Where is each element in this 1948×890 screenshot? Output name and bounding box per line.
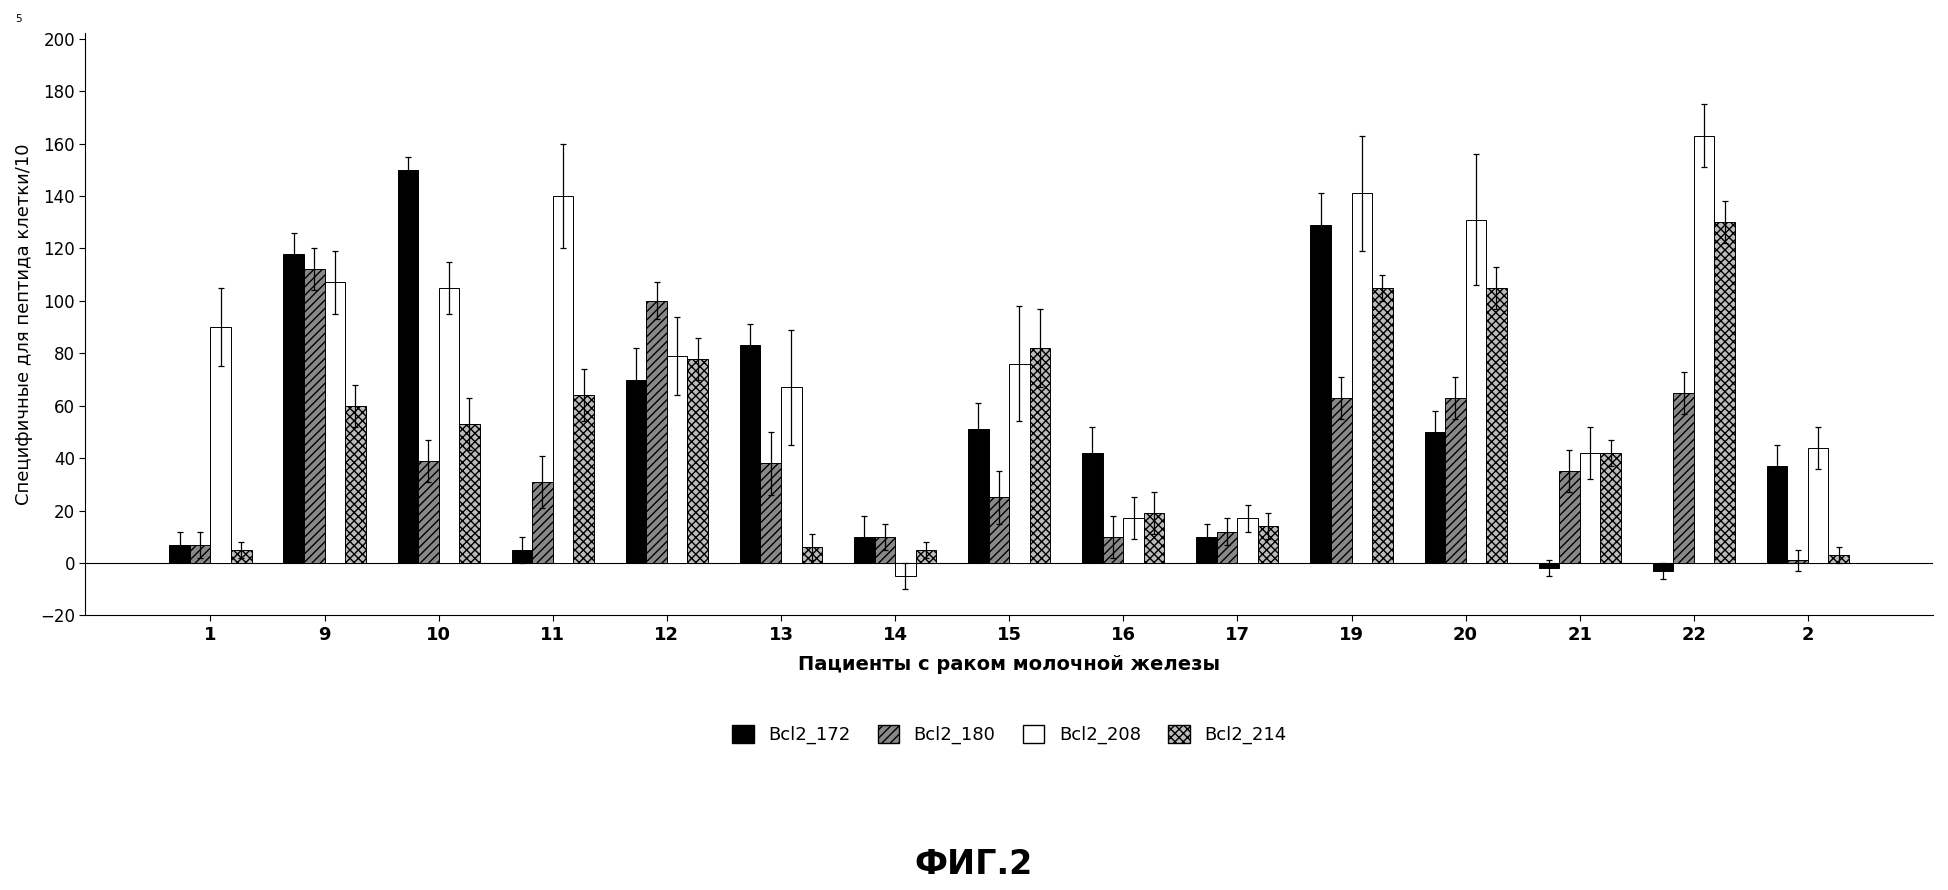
Bar (1580, 453, 1599, 563)
Bar (345, 406, 366, 563)
Bar (1829, 555, 1849, 563)
Bar (968, 429, 990, 563)
Bar (438, 287, 460, 563)
Bar (1352, 193, 1371, 563)
Bar (189, 545, 210, 563)
Bar (1445, 398, 1465, 563)
Bar (666, 356, 688, 563)
Bar (1196, 537, 1218, 563)
Bar (781, 387, 801, 563)
Bar (532, 481, 553, 563)
Bar (169, 545, 189, 563)
Bar (1009, 364, 1030, 563)
Bar (625, 379, 647, 563)
Bar (304, 270, 325, 563)
Bar (1083, 453, 1103, 563)
Bar (210, 327, 232, 563)
Bar (1103, 537, 1124, 563)
Bar (760, 464, 781, 563)
Bar (284, 254, 304, 563)
Bar (325, 282, 345, 563)
Bar (1652, 563, 1673, 570)
Bar (990, 498, 1009, 563)
Bar (512, 550, 532, 563)
Bar (232, 550, 251, 563)
Bar (1539, 563, 1558, 569)
Bar (1767, 466, 1788, 563)
Bar (1311, 225, 1330, 563)
Bar (1424, 432, 1445, 563)
Bar (1124, 519, 1143, 563)
Bar (1371, 287, 1393, 563)
Text: $^5$: $^5$ (16, 15, 23, 30)
Bar (1258, 526, 1278, 563)
Bar (553, 196, 573, 563)
X-axis label: Пациенты с раком молочной железы: Пациенты с раком молочной железы (799, 655, 1219, 674)
Legend: Bcl2_172, Bcl2_180, Bcl2_208, Bcl2_214: Bcl2_172, Bcl2_180, Bcl2_208, Bcl2_214 (725, 717, 1293, 752)
Bar (1218, 531, 1237, 563)
Bar (647, 301, 666, 563)
Bar (1486, 287, 1506, 563)
Bar (419, 461, 438, 563)
Bar (740, 345, 760, 563)
Bar (1714, 222, 1736, 563)
Bar (688, 359, 707, 563)
Bar (916, 550, 937, 563)
Bar (1788, 561, 1808, 563)
Bar (1695, 135, 1714, 563)
Bar (397, 170, 419, 563)
Bar (1808, 448, 1829, 563)
Bar (460, 424, 479, 563)
Bar (1465, 220, 1486, 563)
Bar (894, 563, 916, 576)
Bar (1030, 348, 1050, 563)
Text: ФИГ.2: ФИГ.2 (916, 848, 1032, 881)
Bar (1237, 519, 1258, 563)
Bar (1143, 514, 1165, 563)
Bar (1558, 472, 1580, 563)
Bar (853, 537, 875, 563)
Bar (1330, 398, 1352, 563)
Y-axis label: Специфичные для пептида клетки/10: Специфичные для пептида клетки/10 (16, 143, 33, 506)
Bar (1599, 453, 1621, 563)
Bar (875, 537, 894, 563)
Bar (573, 395, 594, 563)
Bar (801, 547, 822, 563)
Bar (1673, 392, 1695, 563)
